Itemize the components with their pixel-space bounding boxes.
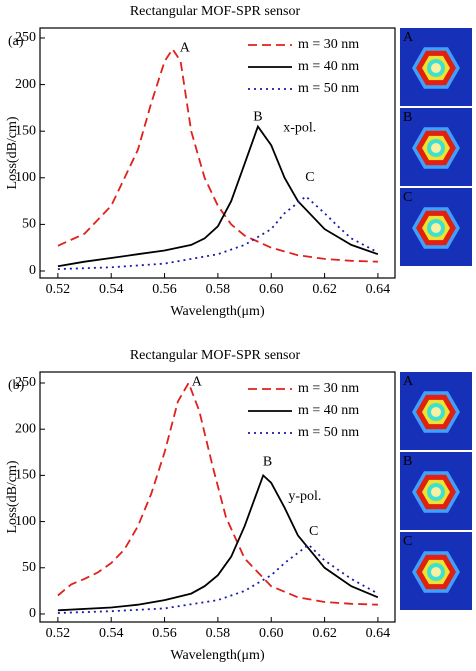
- series-line: [57, 195, 379, 270]
- x-tick-label: 0.56: [152, 282, 177, 297]
- y-axis-label: Loss(dB/cm): [5, 460, 20, 533]
- y-tick-label: 150: [15, 468, 36, 483]
- x-tick-label: 0.60: [259, 282, 284, 297]
- inset-label: C: [403, 534, 412, 549]
- y-tick-label: 250: [15, 30, 36, 45]
- inset-core: [431, 407, 441, 417]
- y-tick-label: 200: [15, 421, 36, 436]
- y-axis-label: Loss(dB/cm): [5, 116, 20, 189]
- annotation: C: [309, 524, 318, 539]
- x-tick-label: 0.58: [206, 282, 231, 297]
- inset-label: A: [403, 30, 414, 45]
- mode-inset: C: [400, 188, 472, 266]
- x-tick-label: 0.54: [99, 626, 124, 641]
- legend-label: m = 40 nm: [298, 59, 359, 74]
- inset-core: [431, 487, 441, 497]
- annotation: C: [305, 170, 314, 185]
- inset-core: [431, 567, 441, 577]
- mode-inset: B: [400, 108, 472, 186]
- inset-label: C: [403, 190, 412, 205]
- annotation: x-pol.: [283, 121, 316, 136]
- y-tick-label: 250: [15, 375, 36, 390]
- legend-label: m = 30 nm: [298, 381, 359, 396]
- legend-label: m = 50 nm: [298, 81, 359, 96]
- chart-title: Rectangular MOF-SPR sensor: [130, 4, 301, 19]
- x-axis-label: Wavelength(μm): [170, 648, 265, 663]
- y-tick-label: 0: [29, 606, 36, 621]
- x-tick-label: 0.52: [46, 626, 71, 641]
- y-tick-label: 50: [22, 560, 36, 575]
- annotation: A: [180, 40, 191, 55]
- legend-label: m = 50 nm: [298, 425, 359, 440]
- series-line: [57, 543, 379, 614]
- x-tick-label: 0.62: [312, 626, 337, 641]
- chart-title: Rectangular MOF-SPR sensor: [130, 348, 301, 363]
- mode-inset: A: [400, 372, 472, 450]
- inset-core: [431, 63, 441, 73]
- x-tick-label: 0.54: [99, 282, 124, 297]
- y-tick-label: 50: [22, 217, 36, 232]
- annotation: B: [263, 455, 272, 470]
- y-tick-label: 200: [15, 77, 36, 92]
- y-tick-label: 100: [15, 514, 36, 529]
- inset-label: A: [403, 374, 414, 389]
- panel-label: (b): [8, 378, 25, 393]
- annotation: B: [253, 109, 262, 124]
- inset-core: [431, 223, 441, 233]
- inset-core: [431, 143, 441, 153]
- series-line: [57, 124, 379, 268]
- series-line: [57, 47, 378, 263]
- x-tick-label: 0.60: [259, 626, 284, 641]
- y-tick-label: 0: [29, 263, 36, 278]
- inset-label: B: [403, 454, 412, 469]
- x-tick-label: 0.64: [366, 282, 391, 297]
- panel-label: (a): [8, 34, 24, 49]
- x-tick-label: 0.62: [312, 282, 337, 297]
- y-tick-label: 100: [15, 170, 36, 185]
- inset-label: B: [403, 110, 412, 125]
- x-axis-label: Wavelength(μm): [170, 304, 265, 319]
- mode-inset: B: [400, 452, 472, 530]
- mode-inset: C: [400, 532, 472, 610]
- x-tick-label: 0.58: [206, 626, 231, 641]
- series-line: [57, 380, 378, 606]
- x-tick-label: 0.56: [152, 626, 177, 641]
- legend-label: m = 30 nm: [298, 37, 359, 52]
- x-tick-label: 0.64: [366, 626, 391, 641]
- annotation: y-pol.: [288, 489, 321, 504]
- y-tick-label: 150: [15, 123, 36, 138]
- mode-inset: A: [400, 28, 472, 106]
- annotation: A: [192, 374, 203, 389]
- legend-label: m = 40 nm: [298, 403, 359, 418]
- series-line: [57, 473, 379, 612]
- x-tick-label: 0.52: [46, 282, 71, 297]
